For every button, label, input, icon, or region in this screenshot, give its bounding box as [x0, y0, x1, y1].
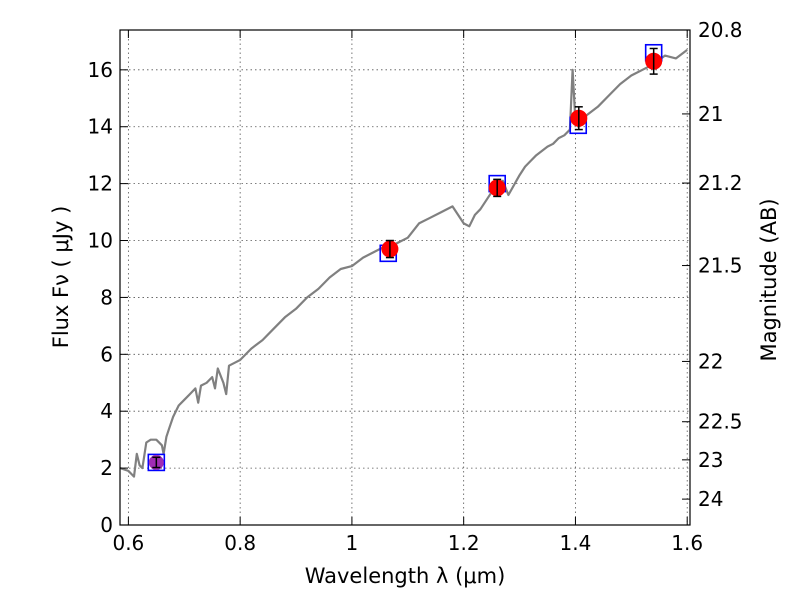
x-tick-label: 0.6 [112, 531, 144, 555]
y-tick-label: 6 [100, 342, 113, 366]
series-layer [119, 43, 688, 478]
y-tick-label: 8 [100, 285, 113, 309]
x-tick-label: 1.2 [448, 531, 480, 555]
y2-axis-label: Magnitude (AB) [757, 198, 781, 361]
y2-tick-label: 21 [698, 102, 723, 126]
y-tick-label: 0 [100, 513, 113, 537]
y-axis-label: Flux Fν ( μJy ) [49, 206, 73, 349]
y-tick-label: 14 [88, 115, 113, 139]
grid-layer [120, 30, 690, 525]
x-tick-label: 0.8 [224, 531, 256, 555]
plot-frame [119, 29, 691, 526]
x-tick-label: 1.6 [671, 531, 703, 555]
y2-tick-label: 24 [698, 487, 723, 511]
x-tick-label: 1 [346, 531, 359, 555]
x-tick-label: 1.4 [560, 531, 592, 555]
tick-layer: 0.6 0.8 1 1.2 1.4 1.6024681012141620.82121.22… [88, 18, 743, 555]
y2-tick-label: 22 [698, 349, 723, 373]
x-axis-label: Wavelength λ (μm) [305, 564, 506, 588]
y2-tick-label: 22.5 [698, 410, 743, 434]
y-tick-label: 10 [88, 229, 113, 253]
label-layer: Wavelength λ (μm) Flux Fν ( μJy ) Magnit… [49, 198, 781, 588]
y2-tick-label: 20.8 [698, 18, 743, 42]
model-square [147, 453, 166, 472]
y-tick-label: 4 [100, 399, 113, 423]
y-tick-label: 16 [88, 58, 113, 82]
y2-tick-label: 23 [698, 448, 723, 472]
spectrum-line [119, 49, 688, 478]
y2-tick-label: 21.2 [698, 171, 743, 195]
y-tick-label: 12 [88, 172, 113, 196]
y-tick-label: 2 [100, 456, 113, 480]
y2-tick-label: 21.5 [698, 254, 743, 278]
